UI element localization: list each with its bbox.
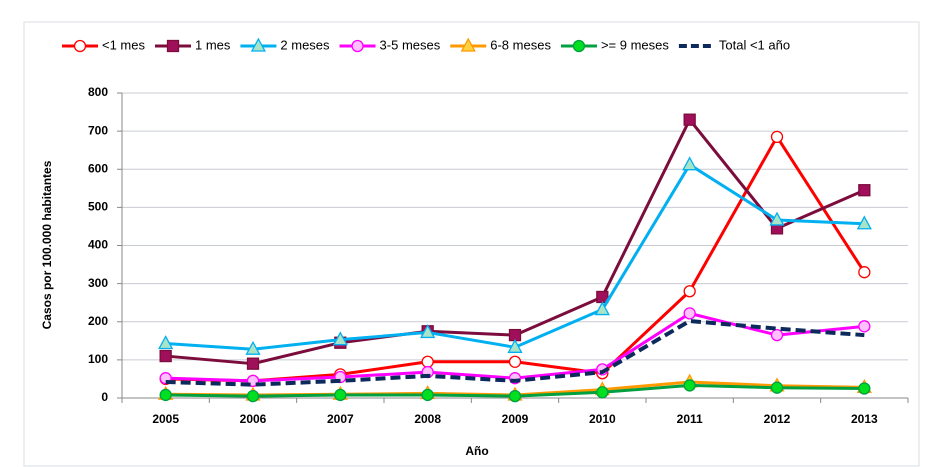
x-tick-label: 2013 [851, 412, 878, 426]
data-point [246, 357, 260, 370]
x-tick-label: 2005 [152, 412, 179, 426]
data-point [683, 285, 696, 298]
data-point [420, 324, 436, 339]
data-point [508, 355, 522, 368]
data-point [159, 349, 172, 363]
chart-frame [23, 21, 920, 467]
x-tick-label: 2012 [764, 412, 791, 426]
series-line [165, 318, 865, 387]
y-tick-label: 200 [88, 314, 108, 328]
data-point [683, 307, 696, 320]
legend-label: <1 mes [102, 37, 145, 52]
x-tick-label: 2006 [240, 412, 267, 426]
x-tick-label: 2011 [677, 412, 703, 426]
data-point [158, 335, 174, 350]
legend-marker [166, 39, 180, 53]
data-point [596, 386, 609, 399]
legend-label: 6-8 meses [490, 37, 551, 52]
data-point [421, 355, 434, 368]
data-point [858, 320, 871, 333]
data-point [856, 215, 872, 230]
data-point [245, 340, 261, 355]
data-point [683, 113, 696, 126]
data-point [769, 211, 785, 226]
data-point [246, 389, 260, 403]
data-point [770, 130, 784, 143]
legend-marker [351, 39, 364, 53]
y-tick-label: 500 [88, 200, 108, 214]
y-tick-label: 600 [88, 161, 108, 175]
y-tick-label: 300 [88, 276, 108, 290]
legend-marker [572, 39, 586, 53]
data-point [858, 184, 871, 197]
data-point [858, 266, 871, 279]
y-tick-label: 700 [88, 123, 108, 137]
data-point [334, 388, 347, 402]
y-tick-label: 400 [88, 238, 108, 252]
data-point [332, 331, 348, 346]
data-point [683, 379, 696, 392]
data-point [594, 301, 610, 316]
legend-label: 3-5 meses [380, 37, 441, 52]
legend-label: 2 meses [280, 37, 330, 52]
legend-marker [250, 37, 266, 52]
data-point [770, 381, 784, 394]
legend-marker [73, 39, 87, 53]
data-point [159, 388, 172, 402]
legend-label: 1 mes [195, 37, 231, 52]
data-point [508, 389, 522, 403]
x-tick-label: 2007 [327, 412, 354, 426]
legend-label: >= 9 meses [601, 37, 669, 52]
x-tick-label: 2008 [414, 412, 441, 426]
x-tick-label: 2010 [589, 412, 616, 426]
data-point [507, 338, 523, 353]
data-point [421, 388, 434, 402]
x-tick-label: 2009 [502, 412, 529, 426]
legend-marker [460, 37, 476, 52]
data-point [770, 328, 784, 342]
x-axis-title: Año [465, 444, 488, 458]
y-axis-title: Casos por 100.000 habitantes [40, 160, 54, 329]
y-tick-label: 0 [101, 390, 108, 404]
y-tick-label: 800 [88, 85, 108, 99]
legend-label: Total <1 año [719, 37, 790, 52]
data-point [858, 382, 871, 395]
data-point [682, 156, 698, 171]
y-tick-label: 100 [88, 352, 108, 366]
